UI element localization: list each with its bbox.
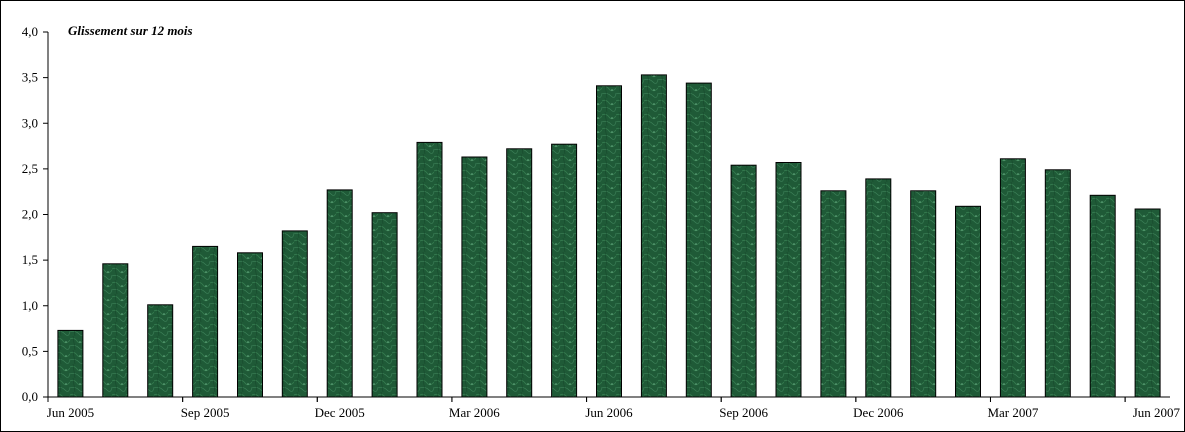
bar-jul-2005 [102, 263, 129, 398]
y-tick-label: 4,0 [22, 24, 38, 39]
bar-jun-2005 [57, 329, 84, 398]
y-tick-label: 0,0 [22, 389, 38, 404]
x-axis: Jun 2005 Sep 2005 Dec 2005 Mar 2006 Jun 2006… [47, 396, 1181, 420]
bar-jun-2007 [1134, 208, 1161, 398]
bar-aug-2005 [147, 304, 174, 398]
y-axis: 0,0 0,5 1,0 1,5 2,0 2,5 3,0 3,5 4,0 [22, 24, 49, 404]
bar-apr-2006 [506, 148, 533, 398]
x-tick-label: Sep 2006 [719, 405, 768, 420]
bar-jun-2006 [596, 85, 622, 398]
bar-jan-2007 [910, 190, 937, 398]
bar-nov-2006 [820, 190, 847, 398]
x-tick-label: Sep 2005 [181, 405, 230, 420]
bar-sep-2005 [192, 245, 219, 398]
x-tick-label: Dec 2005 [315, 405, 365, 420]
bar-oct-2005 [237, 252, 263, 398]
y-tick-label: 1,0 [22, 298, 38, 313]
y-tick-label: 2,0 [22, 207, 38, 222]
bar-dec-2005 [326, 189, 353, 398]
chart-title: Glissement sur 12 mois [68, 23, 193, 38]
x-tick-label: Mar 2006 [449, 405, 500, 420]
bars [57, 74, 1161, 398]
bar-jul-2006 [640, 74, 667, 398]
bar-nov-2005 [281, 230, 308, 398]
y-tick-label: 2,5 [22, 161, 38, 176]
x-tick-label: Jun 2005 [47, 405, 94, 420]
x-tick-label: Jun 2006 [585, 405, 633, 420]
bar-oct-2006 [775, 162, 802, 398]
bar-mar-2007 [999, 158, 1026, 398]
bar-jan-2006 [371, 212, 398, 398]
bar-may-2006 [551, 143, 578, 398]
bar-mar-2006 [461, 156, 488, 398]
bar-may-2007 [1089, 194, 1116, 398]
y-tick-label: 3,5 [22, 70, 38, 85]
y-tick-label: 1,5 [22, 252, 38, 267]
y-tick-label: 0,5 [22, 343, 38, 358]
bar-feb-2007 [955, 205, 981, 398]
x-tick-label: Mar 2007 [987, 405, 1038, 420]
bar-aug-2006 [685, 82, 712, 398]
bar-sep-2006 [730, 164, 757, 398]
bar-dec-2006 [865, 178, 892, 398]
bar-feb-2006 [416, 141, 443, 398]
x-tick-label: Jun 2007 [1133, 405, 1181, 420]
x-tick-label: Dec 2006 [853, 405, 904, 420]
y-tick-label: 3,0 [22, 115, 38, 130]
bar-apr-2007 [1044, 169, 1071, 398]
